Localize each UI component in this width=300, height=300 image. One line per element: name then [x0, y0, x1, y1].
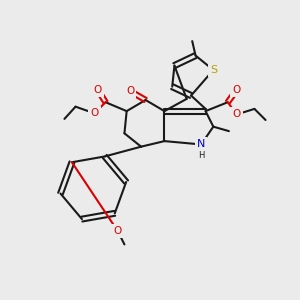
Text: N: N — [197, 140, 205, 149]
Text: O: O — [114, 226, 122, 236]
Text: S: S — [210, 65, 217, 75]
Text: O: O — [126, 86, 134, 96]
Text: H: H — [198, 151, 204, 160]
Text: O: O — [94, 85, 102, 95]
Text: O: O — [90, 108, 99, 118]
Text: O: O — [232, 85, 241, 95]
Text: O: O — [232, 110, 241, 119]
